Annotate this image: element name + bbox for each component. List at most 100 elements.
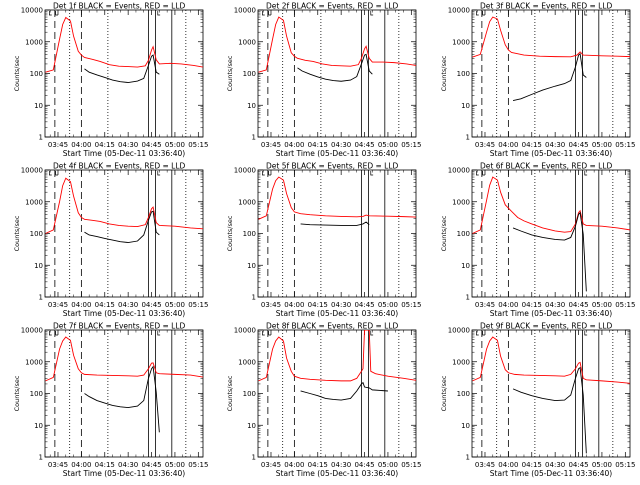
bracket-mark [262,11,265,16]
lld-series-line [45,16,203,73]
x-tick-label: 04:00 [284,461,304,469]
y-tick-label: 10000 [448,7,470,15]
bracket-mark [482,11,485,16]
panel-title: Det 4f BLACK = Events, RED = LLD [53,162,186,171]
bracket-mark [476,11,479,16]
events-series-line [84,365,160,433]
plot-frame [44,9,204,138]
y-tick-label: 1 [39,294,43,302]
y-tick-label: 1000 [238,198,256,206]
y-axis-label: Counts/sec [440,375,448,411]
x-tick-label: 04:30 [331,461,351,469]
panel-title: Det 7f BLACK = Events, RED = LLD [53,322,186,331]
events-series-line [512,52,587,102]
bracket-mark [55,11,58,16]
panel-title: Det 3f BLACK = Events, RED = LLD [480,2,613,11]
y-tick-label: 1000 [238,38,256,46]
x-axis-label: Start Time (05-Dec-11 03:36:40) [276,469,398,478]
panel: Det 6f BLACK = Events, RED = LLD 1 10 100 10… [440,162,635,319]
panel: Det 8f BLACK = Events, RED = LLD 1 10 100 10… [226,322,421,479]
y-axis-label: Counts/sec [440,215,448,251]
panel: Det 2f BLACK = Events, RED = LLD 1 10 100 10… [226,2,421,159]
y-tick-label: 10000 [21,167,43,175]
y-tick-label: 100 [30,230,43,238]
x-tick-label: 04:15 [522,461,542,469]
x-tick-label: 04:15 [95,301,115,309]
lld-series-line [45,336,203,382]
x-tick-label: 04:00 [498,301,518,309]
events-series-line [300,221,370,226]
y-tick-label: 10 [461,102,470,110]
panel-title: Det 2f BLACK = Events, RED = LLD [266,2,399,11]
x-tick-label: 04:30 [545,301,565,309]
x-tick-label: 05:00 [592,461,612,469]
x-axis-label: Start Time (05-Dec-11 03:36:40) [276,149,398,158]
bracket-mark [262,171,265,176]
plot-frame [257,169,417,298]
lld-series-line [258,176,416,220]
x-tick-label: 04:45 [354,301,374,309]
panel: Det 4f BLACK = Events, RED = LLD 1 10 100 10… [13,162,208,319]
bracket-mark [157,171,161,176]
x-tick-label: 04:00 [284,301,304,309]
panel-title: Det 1f BLACK = Events, RED = LLD [53,2,186,11]
x-tick-label: 05:15 [188,461,208,469]
panel: Det 7f BLACK = Events, RED = LLD 1 10 100 10… [13,322,208,479]
bracket-mark [370,11,374,16]
panel: Det 5f BLACK = Events, RED = LLD 1 10 100 10… [226,162,421,319]
x-tick-label: 03:45 [48,141,68,149]
x-tick-label: 04:15 [522,301,542,309]
x-tick-label: 04:30 [545,141,565,149]
panel: Det 3f BLACK = Events, RED = LLD 1 10 100 10… [440,2,635,159]
x-tick-label: 04:30 [331,141,351,149]
bracket-mark [584,11,588,16]
lld-series-line [258,330,416,382]
x-tick-label: 05:00 [378,141,398,149]
panel-title: Det 9f BLACK = Events, RED = LLD [480,322,613,331]
bracket-mark [584,171,588,176]
x-tick-label: 05:00 [592,301,612,309]
y-tick-label: 1000 [452,38,470,46]
panel-title: Det 8f BLACK = Events, RED = LLD [266,322,399,331]
events-series-line [512,211,587,292]
bracket-mark [584,331,588,336]
y-tick-label: 100 [243,390,256,398]
x-tick-label: 03:45 [48,301,68,309]
x-tick-label: 04:15 [308,141,328,149]
panel: Det 9f BLACK = Events, RED = LLD 1 10 100 10… [440,322,635,479]
bracket-mark [262,331,265,336]
bracket-mark [55,171,58,176]
x-tick-label: 04:00 [498,141,518,149]
panel-title: Det 6f BLACK = Events, RED = LLD [480,162,613,171]
y-tick-label: 100 [457,70,470,78]
y-tick-label: 10000 [448,167,470,175]
y-axis-label: Counts/sec [226,215,234,251]
x-tick-label: 04:45 [568,461,588,469]
lld-series-line [472,176,630,234]
x-tick-label: 04:45 [568,301,588,309]
x-tick-label: 05:00 [165,141,185,149]
y-axis-label: Counts/sec [13,55,21,91]
plot-frame [257,9,417,138]
bracket-mark [268,171,271,176]
bracket-mark [49,11,52,16]
y-tick-label: 1 [252,454,256,462]
plot-frame [44,329,204,458]
x-axis-label: Start Time (05-Dec-11 03:36:40) [490,469,612,478]
x-tick-label: 03:45 [261,301,281,309]
y-tick-label: 1000 [25,358,43,366]
panel: Det 1f BLACK = Events, RED = LLD 1 10 100 10… [13,2,208,159]
events-series-line [300,381,388,401]
x-axis-label: Start Time (05-Dec-11 03:36:40) [490,309,612,318]
y-tick-label: 1 [466,134,470,142]
x-tick-label: 04:45 [354,461,374,469]
bracket-mark [370,331,374,336]
x-tick-label: 05:00 [165,461,185,469]
x-tick-label: 05:15 [188,141,208,149]
bracket-mark [482,331,485,336]
y-axis-label: Counts/sec [440,55,448,91]
events-series-line [512,366,587,454]
y-tick-label: 100 [30,390,43,398]
plot-frame [471,169,631,298]
